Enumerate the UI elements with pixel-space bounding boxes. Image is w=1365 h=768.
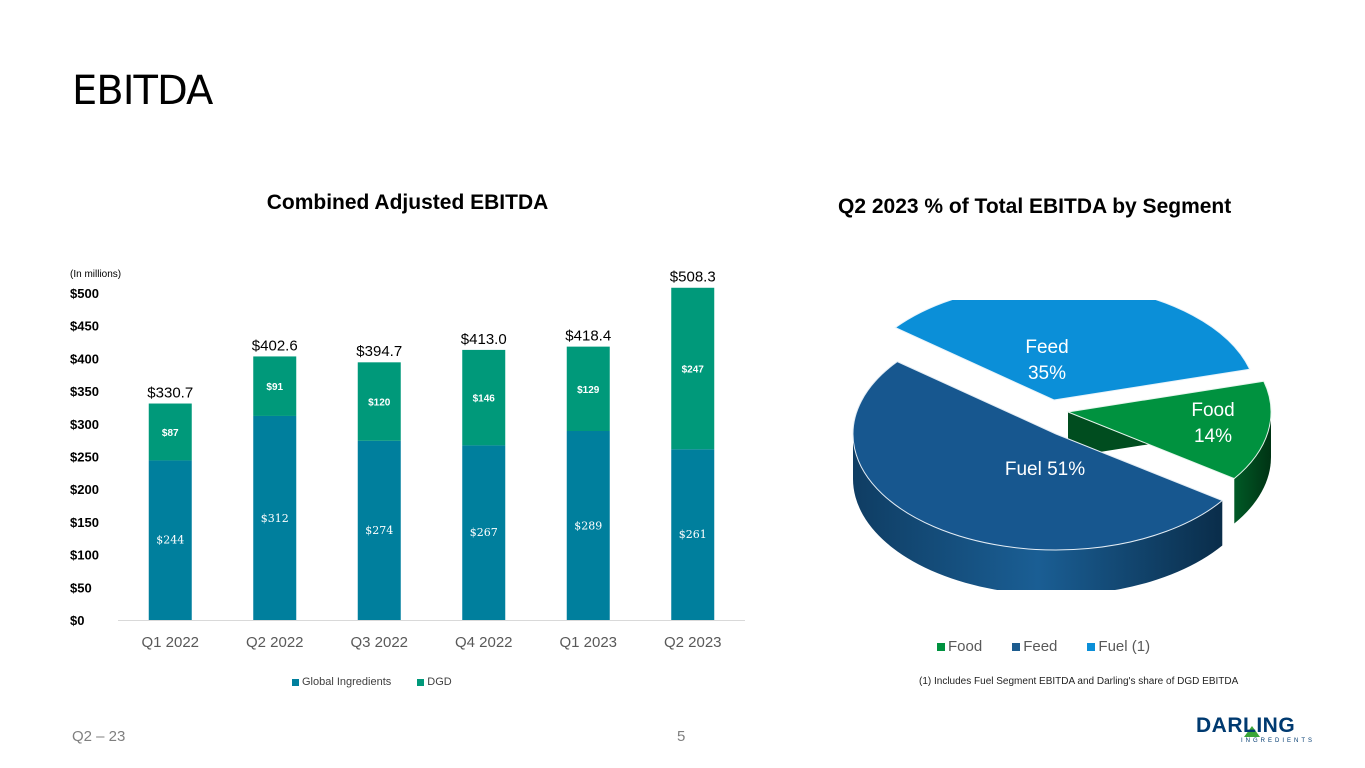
x-tick-label: Q2 2023 xyxy=(664,634,722,651)
legend-swatch-food xyxy=(937,642,945,651)
data-label-global-ingredients: $267 xyxy=(470,526,498,539)
bar-global-ingredients-q4-2022 xyxy=(462,445,506,620)
legend-item-global-ingredients: Global Ingredients xyxy=(292,676,391,688)
footer-period: Q2 – 23 xyxy=(72,728,126,745)
bar-dgd-q2-2023 xyxy=(671,287,715,450)
bar-global-ingredients-q2-2022 xyxy=(253,415,297,620)
pie-chart-title: Q2 2023 % of Total EBITDA by Segment xyxy=(838,195,1232,218)
bar-global-ingredients-q3-2022 xyxy=(357,440,401,620)
pie-chart-legend: Food Feed Fuel (1) xyxy=(937,638,1150,655)
legend-item-fuel: Fuel (1) xyxy=(1087,638,1150,655)
bar-global-ingredients-q1-2022 xyxy=(148,460,192,620)
legend-label-global-ingredients: Global Ingredients xyxy=(302,676,392,688)
data-label-dgd: $146 xyxy=(473,394,496,405)
legend-swatch-feed xyxy=(1012,642,1021,651)
y-tick-label: $50 xyxy=(70,580,92,595)
y-tick-label: $250 xyxy=(70,450,99,465)
pie-chart: Feed 35% Food 14% Fuel 51% xyxy=(852,300,1272,590)
total-label: $402.6 xyxy=(252,338,298,355)
legend-label-feed: Feed xyxy=(1023,638,1058,655)
legend-swatch-global-ingredients xyxy=(292,678,299,686)
x-tick-label: Q3 2022 xyxy=(350,634,408,651)
y-tick-label: $100 xyxy=(70,548,99,563)
bar-dgd-q1-2023 xyxy=(566,346,610,431)
data-label-dgd: $91 xyxy=(266,382,283,393)
y-tick-label: $450 xyxy=(70,319,99,334)
pie-label-feed-pct: 35% xyxy=(1028,363,1066,384)
data-label-global-ingredients: $261 xyxy=(679,528,707,541)
y-tick-label: $350 xyxy=(70,384,99,399)
data-label-global-ingredients: $244 xyxy=(156,533,184,546)
pie-label-food-pct: 14% xyxy=(1194,426,1232,447)
total-label: $330.7 xyxy=(147,385,193,402)
legend-item-feed: Feed xyxy=(1012,638,1057,655)
legend-item-dgd: DGD xyxy=(417,676,452,688)
bar-dgd-q2-2022 xyxy=(253,356,297,416)
pie-slice-feed xyxy=(894,300,1251,401)
data-label-global-ingredients: $289 xyxy=(574,519,602,532)
pie-side-food xyxy=(1234,412,1271,524)
legend-item-food: Food xyxy=(937,638,982,655)
data-label-dgd: $247 xyxy=(682,365,705,376)
y-tick-label: $0 xyxy=(70,613,84,628)
total-label: $394.7 xyxy=(356,343,402,360)
y-tick-label: $300 xyxy=(70,417,99,432)
legend-label-food: Food xyxy=(948,638,983,655)
y-tick-label: $200 xyxy=(70,482,99,497)
bar-chart-title: Combined Adjusted EBITDA xyxy=(266,191,549,214)
x-tick-label: Q1 2022 xyxy=(141,634,199,651)
legend-swatch-dgd xyxy=(417,678,425,686)
pie-slice-food xyxy=(1066,380,1272,480)
bar-dgd-q1-2022 xyxy=(148,403,192,461)
slide-title: EBITDA xyxy=(72,68,213,114)
logo-triangle-icon xyxy=(1244,726,1260,737)
footnote: (1) Includes Fuel Segment EBITDA and Dar… xyxy=(919,676,1239,687)
pie-label-feed-name: Feed xyxy=(1025,337,1068,358)
bar-dgd-q3-2022 xyxy=(357,362,401,441)
x-tick-label: Q4 2022 xyxy=(455,634,513,651)
unit-note: (In millions) xyxy=(70,269,121,280)
legend-label-fuel: Fuel (1) xyxy=(1098,638,1151,655)
y-tick-label: $150 xyxy=(70,515,99,530)
x-tick-label: Q2 2022 xyxy=(246,634,304,651)
pie-side-fuel xyxy=(853,434,1223,590)
pie-label-fuel: Fuel 51% xyxy=(1005,459,1085,480)
logo-wordmark: DARLING xyxy=(1196,714,1296,737)
page-number: 5 xyxy=(677,728,686,745)
data-label-global-ingredients: $312 xyxy=(261,512,289,525)
y-tick-label: $400 xyxy=(70,351,99,366)
x-tick-label: Q1 2023 xyxy=(559,634,617,651)
total-label: $508.3 xyxy=(670,269,716,286)
data-label-dgd: $129 xyxy=(577,385,600,396)
y-tick-label: $500 xyxy=(70,286,99,301)
logo-subtitle: INGREDIENTS xyxy=(1241,738,1316,744)
bar-global-ingredients-q2-2023 xyxy=(671,449,715,620)
total-label: $418.4 xyxy=(565,327,611,344)
data-label-dgd: $120 xyxy=(368,398,391,409)
pie-slice-fuel xyxy=(852,361,1224,551)
bar-global-ingredients-q1-2023 xyxy=(566,430,610,620)
legend-swatch-fuel xyxy=(1087,642,1096,651)
pie-label-food-name: Food xyxy=(1191,400,1234,421)
data-label-dgd: $87 xyxy=(162,428,179,439)
bar-chart-legend: Global Ingredients DGD xyxy=(292,676,452,688)
data-label-global-ingredients: $274 xyxy=(365,524,393,537)
bar-dgd-q4-2022 xyxy=(462,349,506,446)
legend-label-dgd: DGD xyxy=(427,676,452,688)
total-label: $413.0 xyxy=(461,331,507,348)
darling-logo: DARLING INGREDIENTS xyxy=(1196,714,1312,746)
bar-chart: (In millions) $0 $50 $100 $150 $200 $250 $300 $3… xyxy=(70,269,745,651)
